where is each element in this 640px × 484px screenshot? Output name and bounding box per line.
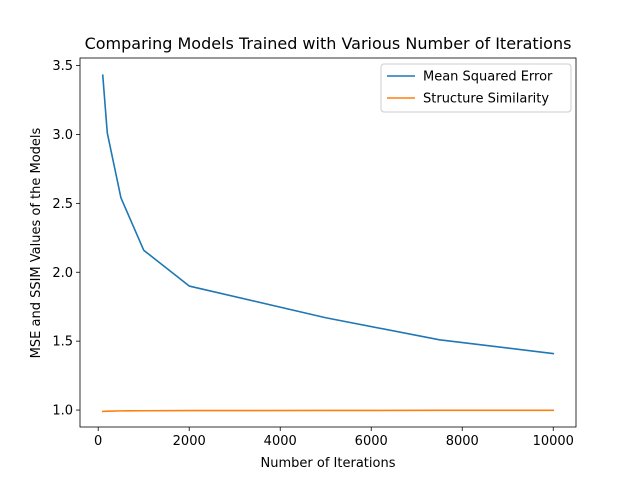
- y-tick-label: 2.0: [52, 266, 73, 281]
- x-axis-label: Number of Iterations: [261, 456, 396, 471]
- legend-label-1: Mean Squared Error: [423, 70, 553, 85]
- series-line-1: [101, 74, 555, 355]
- legend-box: [380, 63, 572, 113]
- y-tick-label: 1.5: [52, 335, 73, 350]
- x-tick-label: 2000: [173, 434, 206, 449]
- axes-frame: [79, 57, 577, 428]
- y-axis-label: MSE and SSIM Values of the Models: [29, 127, 44, 358]
- x-tick-label: 6000: [355, 434, 388, 449]
- plot-area: 0 2000 4000 6000 8000 10000 1.0 1.5 2.0 2.5 3.0 3.5: [52, 57, 577, 449]
- y-tick-label: 2.5: [52, 197, 73, 212]
- legend-label-2: Structure Similarity: [423, 92, 549, 107]
- x-tick-label: 8000: [446, 434, 479, 449]
- legend: Mean Squared Error Structure Similarity: [380, 63, 572, 113]
- x-tick-label: 0: [94, 434, 102, 449]
- x-tick-label: 4000: [264, 434, 297, 449]
- series-line-2: [101, 409, 555, 413]
- y-tick-label: 1.0: [52, 404, 73, 419]
- x-tick-label: 10000: [533, 434, 574, 449]
- y-tick-label: 3.5: [52, 59, 73, 74]
- y-tick-label: 3.0: [52, 128, 73, 143]
- chart-title: Comparing Models Trained with Various Nu…: [85, 34, 572, 53]
